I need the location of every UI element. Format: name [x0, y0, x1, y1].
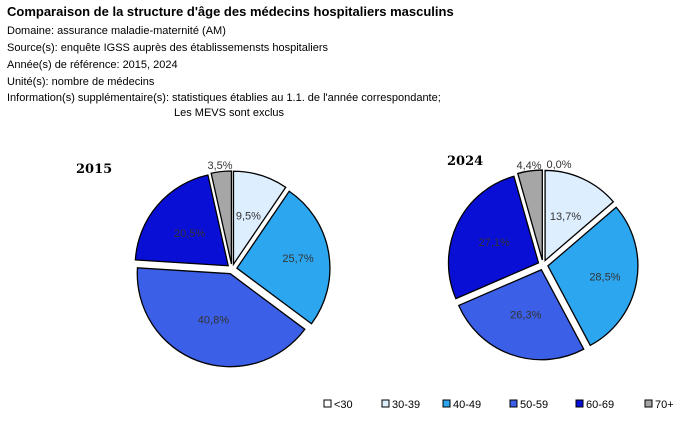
pie-slice-40-49	[236, 190, 331, 325]
legend-label: 60-69	[586, 399, 614, 411]
data-label-<30: 0,0%	[546, 159, 571, 171]
legend-swatch	[442, 399, 451, 408]
legend-item-70+: 70+	[644, 399, 674, 411]
pie-slice-70+	[516, 169, 543, 261]
data-label-40-49: 25,7%	[282, 253, 313, 265]
pie-slice-60-69	[447, 175, 540, 300]
pie-2015: 2015 9,5% 25,7% 40,8% 20,5% 3,5%	[76, 160, 331, 368]
data-label-70+: 4,4%	[516, 160, 541, 172]
data-label-70+: 3,5%	[207, 160, 232, 172]
pie-slice-70+	[210, 170, 233, 265]
domain-line: Domaine: assurance maladie-maternité (AM…	[7, 25, 226, 37]
legend: <30 30-39 40-49 50-59 60-69 70+	[323, 399, 674, 411]
data-label-50-59: 26,3%	[510, 309, 541, 321]
data-label-50-59: 40,8%	[198, 315, 229, 327]
legend-swatch	[644, 399, 653, 408]
pie-2024: 2024 0,0% 13,7% 28,5% 26,3% 27,1% 4,4%	[447, 154, 639, 361]
data-label-40-49: 28,5%	[589, 272, 620, 284]
legend-swatch	[509, 399, 518, 408]
data-label-30-39: 9,5%	[236, 211, 261, 223]
legend-label: 70+	[655, 399, 674, 411]
legend-label: 50-59	[520, 399, 548, 411]
pie-year-title: 2024	[447, 154, 483, 169]
data-label-60-69: 27,1%	[479, 237, 510, 249]
legend-swatch	[381, 399, 390, 408]
legend-item-<30: <30	[323, 399, 353, 411]
source-line: Source(s): enquête IGSS auprès des établ…	[7, 42, 328, 54]
pie-slice-50-59	[457, 268, 585, 361]
data-label-60-69: 20,5%	[174, 228, 205, 240]
legend-label: 30-39	[392, 399, 420, 411]
pie-slice-50-59	[136, 267, 306, 368]
unit-line: Unité(s): nombre de médecins	[7, 76, 155, 88]
legend-swatch	[575, 399, 584, 408]
pie-slice-30-39	[544, 169, 615, 262]
legend-item-50-59: 50-59	[509, 399, 548, 411]
info-line-2: Les MEVS sont exclus	[174, 107, 285, 119]
legend-label: 40-49	[453, 399, 481, 411]
legend-label: <30	[334, 399, 353, 411]
legend-item-60-69: 60-69	[575, 399, 614, 411]
legend-swatch	[323, 399, 332, 408]
reference-year-line: Année(s) de référence: 2015, 2024	[7, 59, 178, 71]
pie-slice-60-69	[134, 174, 230, 267]
data-label-30-39: 13,7%	[550, 211, 581, 223]
chart-title: Comparaison de la structure d'âge des mé…	[7, 4, 454, 19]
pie-year-title: 2015	[76, 162, 112, 177]
pie-slice-40-49	[547, 206, 639, 347]
info-line: Information(s) supplémentaire(s): statis…	[7, 92, 441, 104]
legend-item-30-39: 30-39	[381, 399, 420, 411]
pie-slice-30-39	[232, 170, 287, 267]
legend-item-40-49: 40-49	[442, 399, 481, 411]
